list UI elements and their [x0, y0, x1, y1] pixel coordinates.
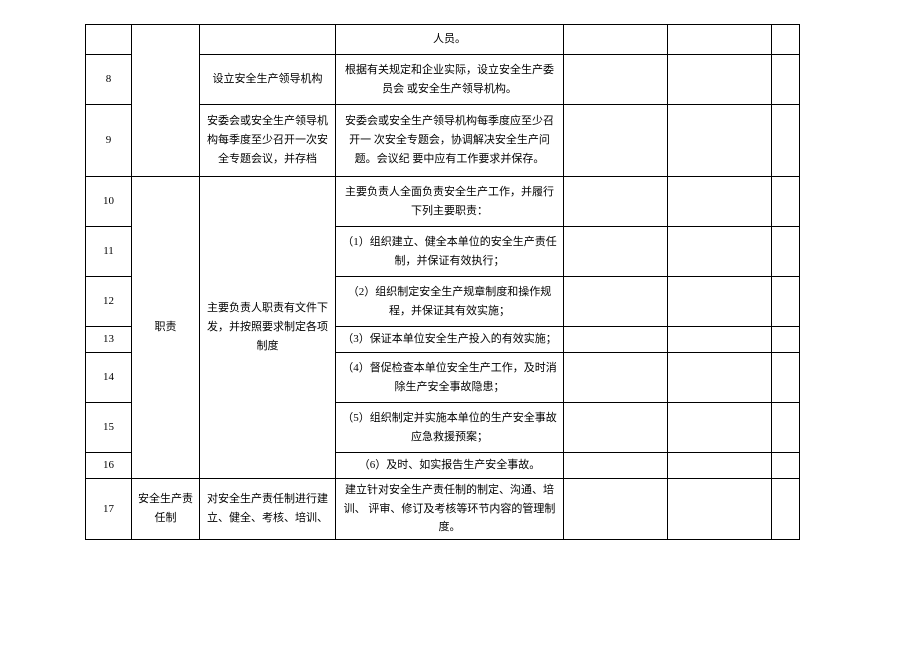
- cell-desc: （3）保证本单位安全生产投入的有效实施；: [336, 327, 564, 353]
- cell-desc: 根据有关规定和企业实际，设立安全生产委员会 或安全生产领导机构。: [336, 55, 564, 105]
- table-row: 10 职责 主要负责人职责有文件下发，并按照要求制定各项制度 主要负责人全面负责…: [86, 177, 800, 227]
- cell-e: [564, 403, 668, 453]
- cell-desc: （6）及时、如实报告生产安全事故。: [336, 453, 564, 479]
- cell-num: [86, 25, 132, 55]
- cell-num: 11: [86, 227, 132, 277]
- cell-e: [564, 105, 668, 177]
- cell-num: 12: [86, 277, 132, 327]
- cell-f: [668, 25, 772, 55]
- cell-f: [668, 105, 772, 177]
- cell-item: [200, 25, 336, 55]
- cell-f: [668, 277, 772, 327]
- cell-e: [564, 479, 668, 540]
- cell-item: 设立安全生产领导机构: [200, 55, 336, 105]
- cell-num: 13: [86, 327, 132, 353]
- cell-g: [772, 479, 800, 540]
- cell-e: [564, 25, 668, 55]
- table-body: 人员。 8 设立安全生产领导机构 根据有关规定和企业实际，设立安全生产委员会 或…: [86, 25, 800, 540]
- table-row: 人员。: [86, 25, 800, 55]
- table-row: 17 安全生产责任制 对安全生产责任制进行建立、健全、考核、培训、 建立针对安全…: [86, 479, 800, 540]
- cell-cat: [132, 25, 200, 177]
- cell-item: 主要负责人职责有文件下发，并按照要求制定各项制度: [200, 177, 336, 479]
- cell-e: [564, 227, 668, 277]
- cell-f: [668, 353, 772, 403]
- cell-g: [772, 55, 800, 105]
- cell-item: 安委会或安全生产领导机构每季度至少召开一次安全专题会议，并存档: [200, 105, 336, 177]
- cell-g: [772, 277, 800, 327]
- cell-cat: 安全生产责任制: [132, 479, 200, 540]
- cell-g: [772, 25, 800, 55]
- cell-f: [668, 55, 772, 105]
- cell-num: 8: [86, 55, 132, 105]
- cell-num: 10: [86, 177, 132, 227]
- cell-f: [668, 227, 772, 277]
- cell-g: [772, 177, 800, 227]
- cell-num: 14: [86, 353, 132, 403]
- cell-g: [772, 353, 800, 403]
- cell-g: [772, 403, 800, 453]
- cell-e: [564, 177, 668, 227]
- main-table: 人员。 8 设立安全生产领导机构 根据有关规定和企业实际，设立安全生产委员会 或…: [85, 24, 800, 540]
- cell-f: [668, 327, 772, 353]
- cell-desc: （5）组织制定并实施本单位的生产安全事故应急救援预案；: [336, 403, 564, 453]
- page: 人员。 8 设立安全生产领导机构 根据有关规定和企业实际，设立安全生产委员会 或…: [0, 0, 920, 651]
- cell-num: 16: [86, 453, 132, 479]
- cell-cat: 职责: [132, 177, 200, 479]
- cell-e: [564, 277, 668, 327]
- cell-f: [668, 177, 772, 227]
- cell-desc: 建立针对安全生产责任制的制定、沟通、培训、 评审、修订及考核等环节内容的管理制度…: [336, 479, 564, 540]
- cell-desc: （4）督促检查本单位安全生产工作，及时消除生产安全事故隐患；: [336, 353, 564, 403]
- cell-e: [564, 353, 668, 403]
- cell-num: 17: [86, 479, 132, 540]
- cell-desc: 人员。: [336, 25, 564, 55]
- cell-e: [564, 55, 668, 105]
- cell-f: [668, 479, 772, 540]
- cell-desc: 主要负责人全面负责安全生产工作，并履行下列主要职责：: [336, 177, 564, 227]
- cell-g: [772, 327, 800, 353]
- cell-g: [772, 105, 800, 177]
- cell-f: [668, 403, 772, 453]
- cell-e: [564, 327, 668, 353]
- cell-e: [564, 453, 668, 479]
- cell-g: [772, 453, 800, 479]
- cell-g: [772, 227, 800, 277]
- cell-num: 9: [86, 105, 132, 177]
- cell-desc: （1）组织建立、健全本单位的安全生产责任制，并保证有效执行；: [336, 227, 564, 277]
- cell-f: [668, 453, 772, 479]
- cell-item: 对安全生产责任制进行建立、健全、考核、培训、: [200, 479, 336, 540]
- cell-desc: （2）组织制定安全生产规章制度和操作规程，并保证其有效实施；: [336, 277, 564, 327]
- cell-desc: 安委会或安全生产领导机构每季度应至少召开一 次安全专题会，协调解决安全生产问题。…: [336, 105, 564, 177]
- cell-num: 15: [86, 403, 132, 453]
